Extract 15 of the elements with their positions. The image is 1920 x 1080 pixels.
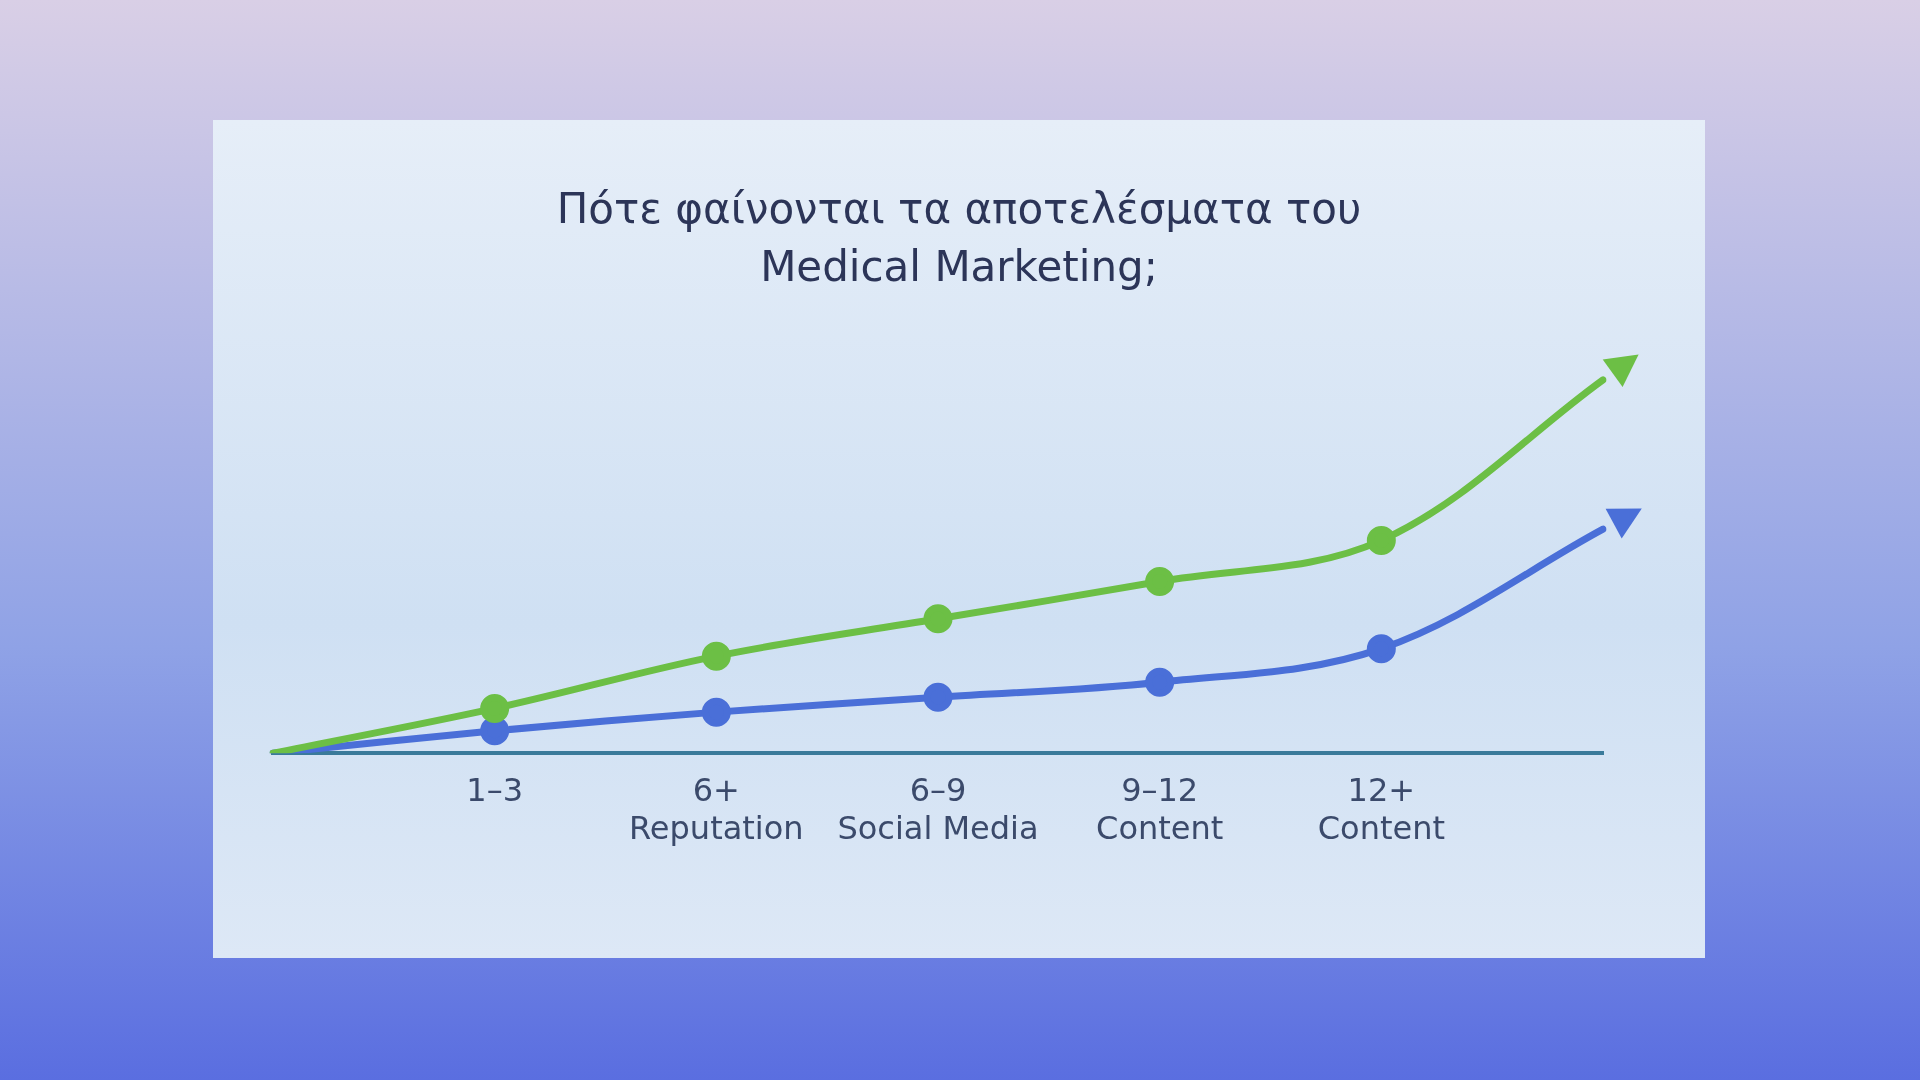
x-tick-label: 9–12 Content [1096, 770, 1224, 848]
chart-title: Πότε φαίνονται τα αποτελέσματα του Medical Marketing; [555, 183, 1363, 293]
point [480, 693, 510, 723]
point [701, 697, 731, 727]
point [1366, 525, 1396, 555]
x-tick-label: 12+ Content [1317, 770, 1445, 848]
point [923, 604, 953, 634]
point [1145, 566, 1175, 596]
point [923, 682, 953, 712]
point [1145, 667, 1175, 697]
point [1366, 634, 1396, 664]
x-tick-label: 1–3 [466, 770, 524, 809]
point [701, 641, 731, 671]
x-tick-label: 6+ Reputation [629, 770, 804, 848]
x-tick-label: 6–9 Social Media [837, 770, 1039, 848]
